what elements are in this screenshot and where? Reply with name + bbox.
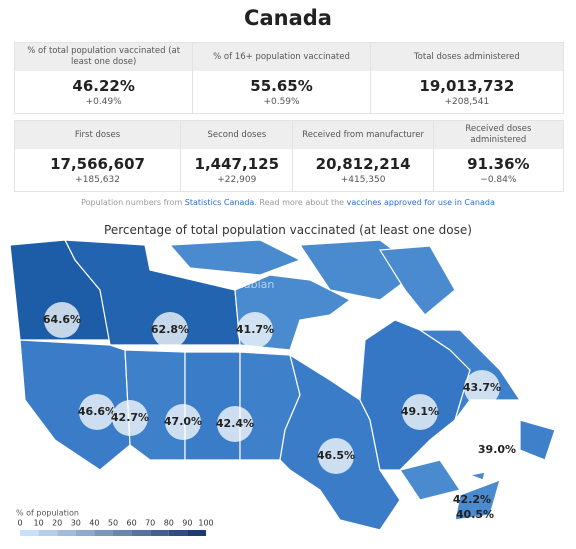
legend-swatch xyxy=(20,530,39,536)
legend-swatch xyxy=(94,530,113,536)
region-label: 42.7% xyxy=(111,411,149,424)
region-label: 62.8% xyxy=(151,323,189,336)
label-bubble xyxy=(165,404,201,440)
link[interactable]: Statistics Canada xyxy=(184,198,255,207)
province xyxy=(168,240,302,276)
stat-change: +185,632 xyxy=(75,175,120,185)
stat-card: Received from manufacturer 20,812,214 +415… xyxy=(293,121,434,191)
region-labels: 64.6% 62.8% 41.7% 46.6%42.7% 47.0% 42.4% 46.5%… xyxy=(43,302,516,521)
province xyxy=(454,479,501,521)
stat-value: 46.22% xyxy=(72,77,135,95)
legend-swatch xyxy=(75,530,95,536)
region-label: 47.0% xyxy=(164,415,202,428)
stat-change: −0.84% xyxy=(480,175,517,185)
label-bubble xyxy=(318,438,354,474)
link[interactable]: vaccines approved for use in Canada xyxy=(346,198,495,207)
legend-tick-label: 20 xyxy=(52,519,62,528)
stat-label: Received from manufacturer xyxy=(293,121,433,149)
title: Canada xyxy=(244,6,332,30)
province xyxy=(399,459,461,501)
region-label: 39.0% xyxy=(478,443,516,456)
note: Population numbers from Statistics Canad… xyxy=(0,198,576,207)
stat-label: First doses xyxy=(15,121,181,149)
legend-swatch xyxy=(131,530,151,536)
legend-swatch xyxy=(38,530,58,536)
label-bubble xyxy=(79,394,115,430)
legend-swatch xyxy=(113,530,132,536)
label-bubble xyxy=(237,312,273,348)
stat-value: 20,812,214 xyxy=(315,155,411,173)
legend-swatch xyxy=(57,530,76,536)
legend-swatch xyxy=(187,530,206,536)
region-label: 46.5% xyxy=(317,449,355,462)
note-text: . Read more about the xyxy=(254,198,347,207)
stat-change: +208,541 xyxy=(444,97,490,107)
watermark: Hinabian xyxy=(226,278,275,291)
region-label: 42.2% xyxy=(453,493,491,506)
province xyxy=(467,471,486,481)
legend-tick-label: 40 xyxy=(89,519,99,528)
stat-value: 55.65% xyxy=(250,77,313,95)
stat-card: Total doses administered 19,013,732 +208,5… xyxy=(370,43,563,113)
stat-change: +415,350 xyxy=(340,175,386,185)
legend-tick-label: 10 xyxy=(34,519,44,528)
legend-tick-label: 100 xyxy=(198,519,213,528)
province xyxy=(378,245,456,316)
label-bubble xyxy=(112,400,148,436)
note-text: Population numbers from xyxy=(81,198,185,207)
legend-tick-label: 0 xyxy=(17,519,22,528)
stat-change: +0.49% xyxy=(85,97,122,107)
map: Hinabian 64.6% 62.8% 41.7% 46.6%42.7% 47.0% 4… xyxy=(9,240,556,536)
province xyxy=(19,339,131,471)
stat-card: % of total population vaccinated (at lea… xyxy=(15,43,194,113)
region-label: 42.4% xyxy=(216,417,254,430)
legend-tick-label: 80 xyxy=(164,519,174,528)
legend-swatch xyxy=(168,530,188,536)
stat-change: +22,909 xyxy=(217,175,257,185)
legend-tick-label: 50 xyxy=(108,519,118,528)
stat-label: Received doses administered xyxy=(433,121,563,149)
stat-value: 91.36% xyxy=(467,155,530,173)
legend-tick-label: 70 xyxy=(145,519,155,528)
legend-tick-label: 60 xyxy=(127,519,137,528)
stats-row: First doses 17,566,607 +185,632 Second dose… xyxy=(14,120,564,192)
stats-row: % of total population vaccinated (at lea… xyxy=(14,42,564,114)
legend-tick-label: 90 xyxy=(182,519,192,528)
map-title: Percentage of total population vaccinate… xyxy=(104,223,472,237)
stat-card: % of 16+ population vaccinated 55.65% +0.5… xyxy=(193,43,371,113)
stat-label: Second doses xyxy=(181,121,293,149)
label-bubble xyxy=(44,302,80,338)
region-label: 49.1% xyxy=(401,405,439,418)
province xyxy=(519,419,556,461)
label-bubble xyxy=(152,312,188,348)
stat-value: 17,566,607 xyxy=(50,155,145,173)
stat-value: 19,013,732 xyxy=(419,77,515,95)
stat-label: Total doses administered xyxy=(370,43,563,71)
province xyxy=(184,351,241,461)
legend-tick-label: 30 xyxy=(71,519,81,528)
region-label: 46.6% xyxy=(78,405,116,418)
stat-card: Second doses 1,447,125 +22,909 xyxy=(181,121,294,191)
stat-value: 1,447,125 xyxy=(194,155,280,173)
legend-swatch xyxy=(150,530,169,536)
stat-change: +0.59% xyxy=(263,97,300,107)
label-bubble xyxy=(464,370,500,406)
label-bubble xyxy=(402,394,438,430)
stat-card: Received doses administered 91.36% −0.84% xyxy=(433,121,563,191)
legend-title: % of population xyxy=(16,509,79,518)
stat-label: % of total population vaccinated (at lea… xyxy=(15,43,193,71)
region-label: 41.7% xyxy=(236,323,274,336)
stat-card: First doses 17,566,607 +185,632 xyxy=(15,121,182,191)
region-label: 64.6% xyxy=(43,313,81,326)
stat-label: % of 16+ population vaccinated xyxy=(193,43,370,71)
region-label: 40.5% xyxy=(456,508,494,521)
label-bubble xyxy=(217,406,253,442)
region-label: 43.7% xyxy=(463,381,501,394)
